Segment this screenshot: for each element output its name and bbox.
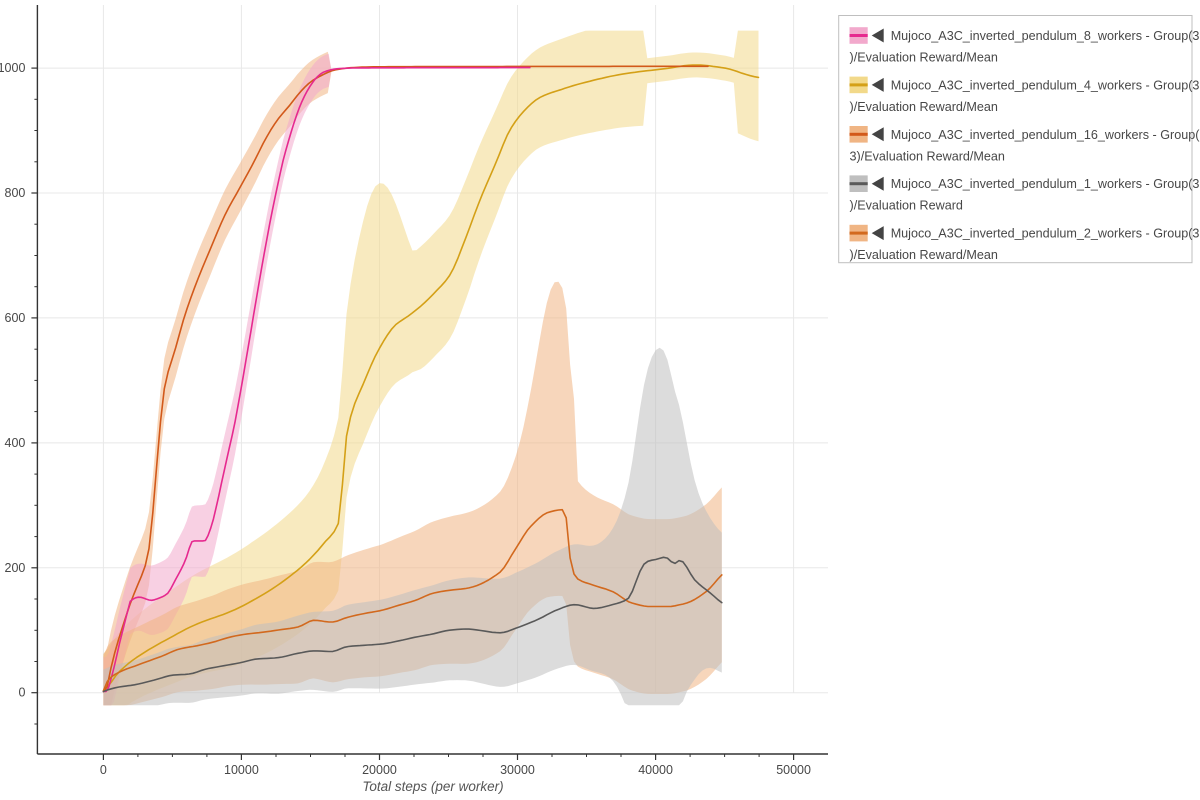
svg-text:)/Evaluation Reward/Mean: )/Evaluation Reward/Mean — [850, 51, 998, 65]
svg-text:40000: 40000 — [638, 763, 673, 777]
svg-text:1000: 1000 — [0, 61, 25, 75]
svg-text:0: 0 — [18, 686, 25, 700]
svg-text:)/Evaluation Reward/Mean: )/Evaluation Reward/Mean — [850, 100, 998, 114]
svg-text:)/Evaluation Reward: )/Evaluation Reward — [850, 199, 963, 213]
svg-text:400: 400 — [5, 436, 26, 450]
svg-text:800: 800 — [5, 186, 26, 200]
svg-text:30000: 30000 — [500, 763, 535, 777]
svg-text:0: 0 — [100, 763, 107, 777]
svg-text:50000: 50000 — [776, 763, 811, 777]
svg-text:Mujoco_A3C_inverted_pendulum_1: Mujoco_A3C_inverted_pendulum_1_workers -… — [891, 177, 1200, 191]
svg-text:Mujoco_A3C_inverted_pendulum_2: Mujoco_A3C_inverted_pendulum_2_workers -… — [891, 227, 1200, 241]
svg-text:10000: 10000 — [224, 763, 259, 777]
svg-text:Mujoco_A3C_inverted_pendulum_4: Mujoco_A3C_inverted_pendulum_4_workers -… — [891, 78, 1200, 92]
svg-text:Mujoco_A3C_inverted_pendulum_8: Mujoco_A3C_inverted_pendulum_8_workers -… — [891, 29, 1200, 43]
svg-text:Total steps (per worker): Total steps (per worker) — [362, 779, 503, 794]
svg-text:3)/Evaluation Reward/Mean: 3)/Evaluation Reward/Mean — [850, 149, 1005, 163]
svg-text:Mujoco_A3C_inverted_pendulum_1: Mujoco_A3C_inverted_pendulum_16_workers … — [891, 128, 1200, 142]
svg-text:20000: 20000 — [362, 763, 397, 777]
svg-text:200: 200 — [5, 561, 26, 575]
svg-text:)/Evaluation Reward/Mean: )/Evaluation Reward/Mean — [850, 248, 998, 262]
svg-text:600: 600 — [5, 311, 26, 325]
